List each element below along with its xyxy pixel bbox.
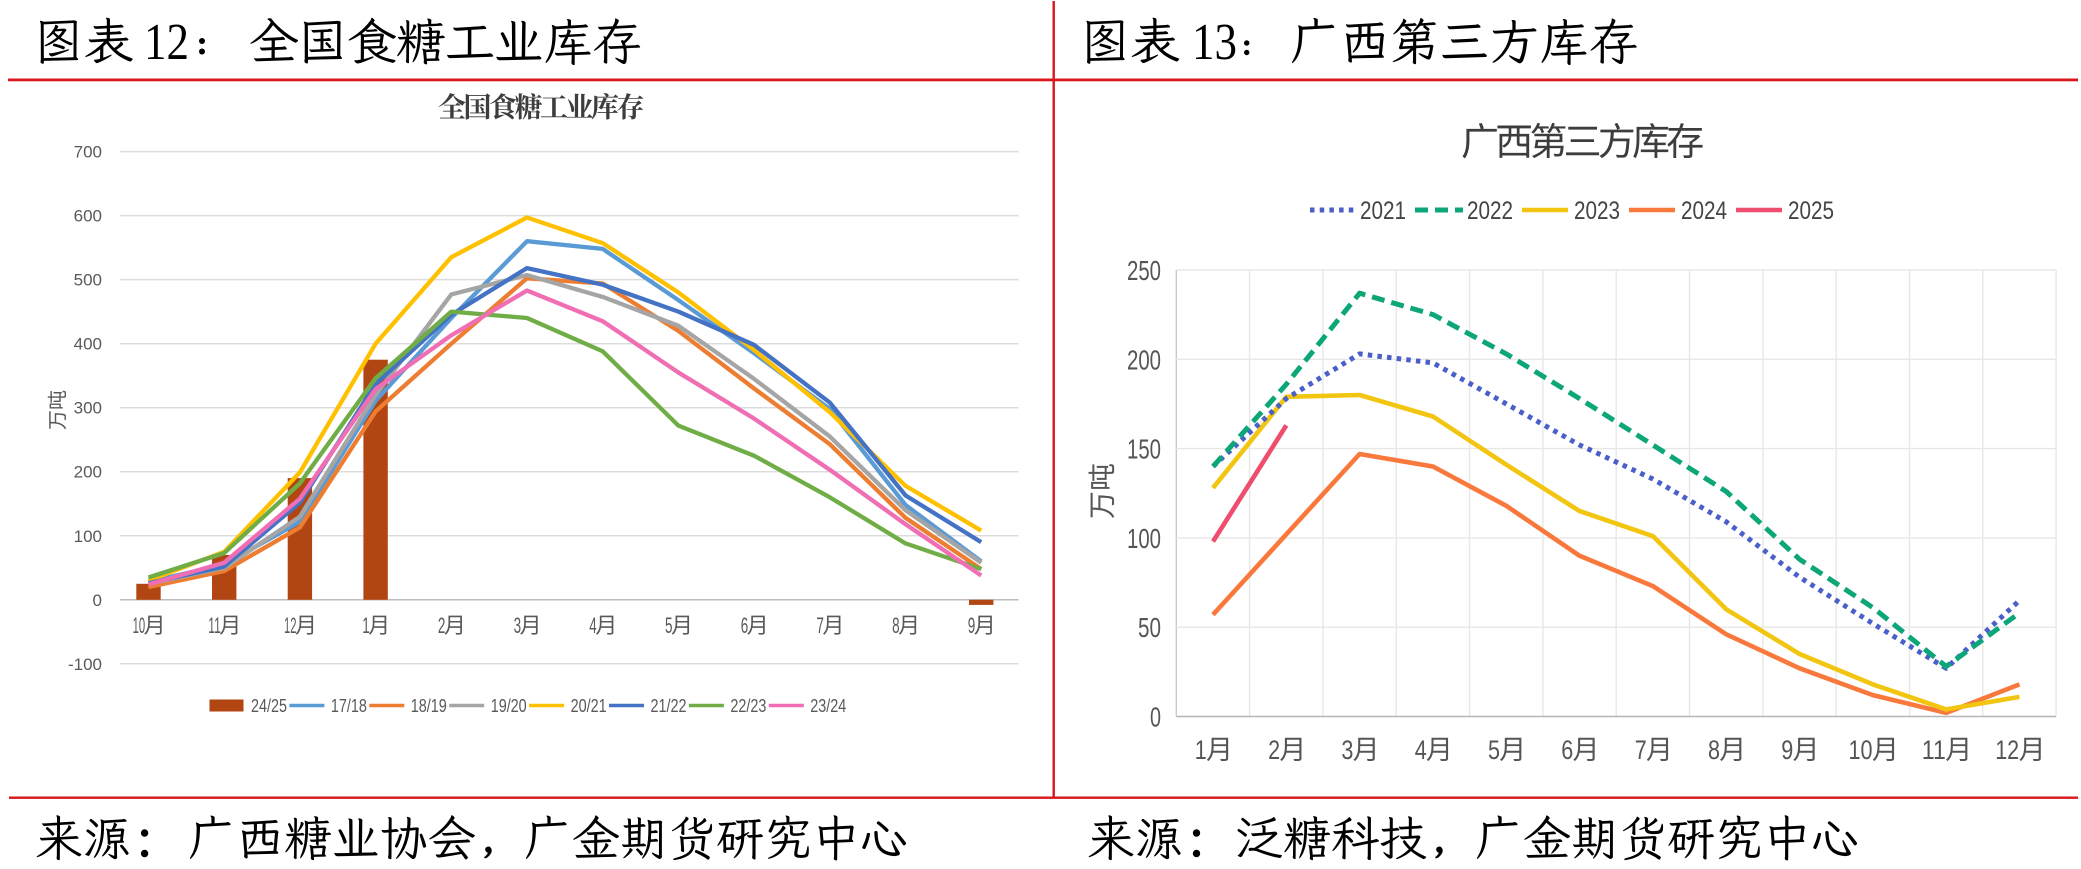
- svg-text:3: 3: [514, 613, 522, 638]
- svg-text:1: 1: [362, 613, 370, 638]
- svg-text:10: 10: [133, 613, 146, 638]
- svg-text:17/18: 17/18: [331, 696, 367, 716]
- svg-text:200: 200: [1127, 344, 1161, 375]
- svg-text:6: 6: [741, 613, 749, 638]
- svg-text:9: 9: [1781, 735, 1793, 765]
- svg-text:2024: 2024: [1681, 197, 1727, 225]
- svg-text:200: 200: [74, 463, 102, 482]
- svg-text:300: 300: [74, 399, 102, 418]
- svg-text:600: 600: [74, 207, 102, 226]
- svg-text:23/24: 23/24: [810, 696, 846, 716]
- svg-text:150: 150: [1127, 434, 1161, 465]
- svg-text:19/20: 19/20: [491, 696, 527, 716]
- svg-text:500: 500: [74, 271, 102, 290]
- svg-text:1: 1: [1195, 735, 1207, 765]
- svg-text:22/23: 22/23: [730, 696, 766, 716]
- svg-text:24/25: 24/25: [251, 696, 287, 716]
- svg-text:100: 100: [1127, 523, 1161, 554]
- svg-text:5: 5: [665, 613, 673, 638]
- svg-text:12: 12: [284, 613, 297, 638]
- svg-text:8: 8: [1708, 735, 1720, 765]
- svg-text:13: 13: [1192, 14, 1237, 71]
- svg-text:2023: 2023: [1574, 197, 1620, 225]
- svg-text:10: 10: [1849, 735, 1873, 765]
- svg-text:11: 11: [208, 613, 221, 638]
- svg-text:50: 50: [1138, 612, 1161, 643]
- svg-text:2022: 2022: [1467, 197, 1513, 225]
- svg-text:700: 700: [74, 143, 102, 162]
- svg-text:0: 0: [1150, 702, 1161, 733]
- svg-text:4: 4: [589, 613, 597, 638]
- svg-text:20/21: 20/21: [571, 696, 607, 716]
- svg-text:400: 400: [74, 335, 102, 354]
- svg-text:12: 12: [144, 14, 189, 71]
- svg-text:2: 2: [1268, 735, 1280, 765]
- svg-text:18/19: 18/19: [411, 696, 447, 716]
- svg-text:0: 0: [93, 591, 102, 610]
- svg-text:100: 100: [74, 527, 102, 546]
- svg-text:5: 5: [1488, 735, 1500, 765]
- svg-text:4: 4: [1415, 735, 1427, 765]
- svg-text:3: 3: [1341, 735, 1353, 765]
- svg-text:2021: 2021: [1360, 197, 1406, 225]
- svg-text:7: 7: [816, 613, 824, 638]
- svg-text:2025: 2025: [1788, 197, 1834, 225]
- svg-text:21/22: 21/22: [651, 696, 687, 716]
- svg-text:9: 9: [968, 613, 976, 638]
- svg-text:2: 2: [438, 613, 446, 638]
- svg-text:6: 6: [1561, 735, 1573, 765]
- svg-text:11: 11: [1922, 735, 1946, 765]
- svg-text:7: 7: [1635, 735, 1647, 765]
- svg-text:8: 8: [892, 613, 900, 638]
- svg-text:12: 12: [1995, 735, 2019, 765]
- svg-text:-100: -100: [68, 655, 102, 674]
- svg-text:250: 250: [1127, 255, 1161, 286]
